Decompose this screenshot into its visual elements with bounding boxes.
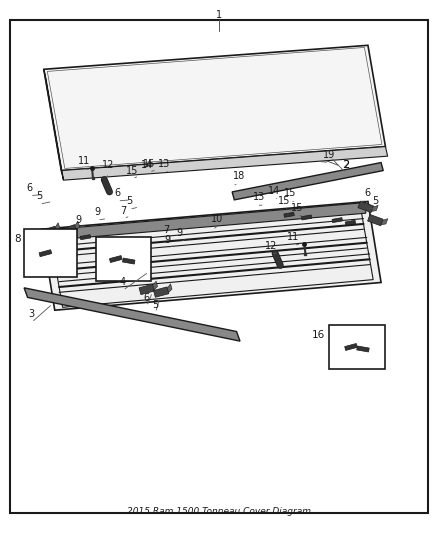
Polygon shape — [110, 255, 122, 263]
Polygon shape — [367, 214, 383, 226]
Polygon shape — [345, 220, 356, 225]
Polygon shape — [153, 287, 169, 297]
Text: 15: 15 — [143, 159, 155, 169]
Polygon shape — [24, 288, 240, 341]
Text: 14: 14 — [268, 186, 280, 196]
Polygon shape — [61, 224, 77, 236]
Text: 7: 7 — [120, 206, 127, 215]
Text: 11: 11 — [78, 156, 90, 166]
Polygon shape — [357, 346, 369, 352]
Text: 5: 5 — [36, 191, 42, 201]
Text: 5: 5 — [126, 197, 132, 206]
Bar — [328, 325, 385, 369]
Text: 7: 7 — [163, 225, 170, 235]
Polygon shape — [44, 69, 64, 180]
Polygon shape — [332, 217, 343, 223]
Text: 19: 19 — [323, 150, 336, 159]
Polygon shape — [139, 284, 155, 295]
Text: 6: 6 — [144, 294, 150, 303]
Polygon shape — [381, 219, 388, 225]
Polygon shape — [123, 258, 135, 264]
Polygon shape — [39, 249, 52, 257]
Polygon shape — [44, 203, 366, 241]
Text: 9: 9 — [75, 215, 81, 224]
Polygon shape — [358, 201, 374, 213]
Text: 8: 8 — [14, 234, 21, 244]
Polygon shape — [63, 232, 73, 237]
Text: 11: 11 — [287, 232, 300, 242]
Text: 9: 9 — [164, 235, 170, 245]
Text: 2015 Ram 1500 Tonneau Cover Diagram: 2015 Ram 1500 Tonneau Cover Diagram — [127, 507, 311, 516]
Polygon shape — [232, 163, 383, 200]
Text: 2: 2 — [343, 160, 350, 170]
Text: 5: 5 — [373, 197, 379, 206]
Text: 3: 3 — [28, 310, 35, 319]
Text: 9: 9 — [94, 207, 100, 217]
Text: 9: 9 — [177, 229, 183, 238]
Text: 6: 6 — [27, 183, 33, 192]
Polygon shape — [345, 343, 357, 351]
Polygon shape — [75, 221, 80, 230]
Text: 16: 16 — [312, 330, 325, 340]
Text: 1: 1 — [216, 10, 222, 20]
Text: 12: 12 — [265, 241, 277, 251]
Polygon shape — [301, 215, 312, 220]
Text: 15: 15 — [291, 203, 303, 213]
Polygon shape — [55, 223, 60, 232]
Text: 14: 14 — [141, 160, 153, 170]
Text: 13: 13 — [158, 159, 170, 169]
Polygon shape — [167, 284, 172, 293]
Bar — [24, 229, 77, 277]
Text: 18: 18 — [233, 171, 245, 181]
Text: 17: 17 — [80, 242, 93, 252]
Polygon shape — [61, 147, 388, 180]
Text: 6: 6 — [114, 188, 120, 198]
Polygon shape — [153, 281, 158, 290]
Text: 13: 13 — [253, 192, 265, 202]
Text: 15: 15 — [284, 188, 296, 198]
Polygon shape — [42, 201, 381, 310]
Text: 6: 6 — [364, 188, 370, 198]
Text: 15: 15 — [278, 197, 290, 206]
Bar — [96, 237, 151, 281]
Polygon shape — [371, 205, 378, 212]
Polygon shape — [42, 226, 57, 238]
Text: 12: 12 — [102, 160, 115, 170]
Polygon shape — [44, 45, 385, 171]
Text: 2: 2 — [343, 160, 349, 170]
Text: 4: 4 — [120, 278, 126, 287]
Polygon shape — [80, 235, 91, 240]
Polygon shape — [284, 212, 294, 217]
Text: 10: 10 — [211, 214, 223, 223]
Text: 5: 5 — [152, 300, 159, 310]
Text: 15: 15 — [126, 166, 138, 175]
